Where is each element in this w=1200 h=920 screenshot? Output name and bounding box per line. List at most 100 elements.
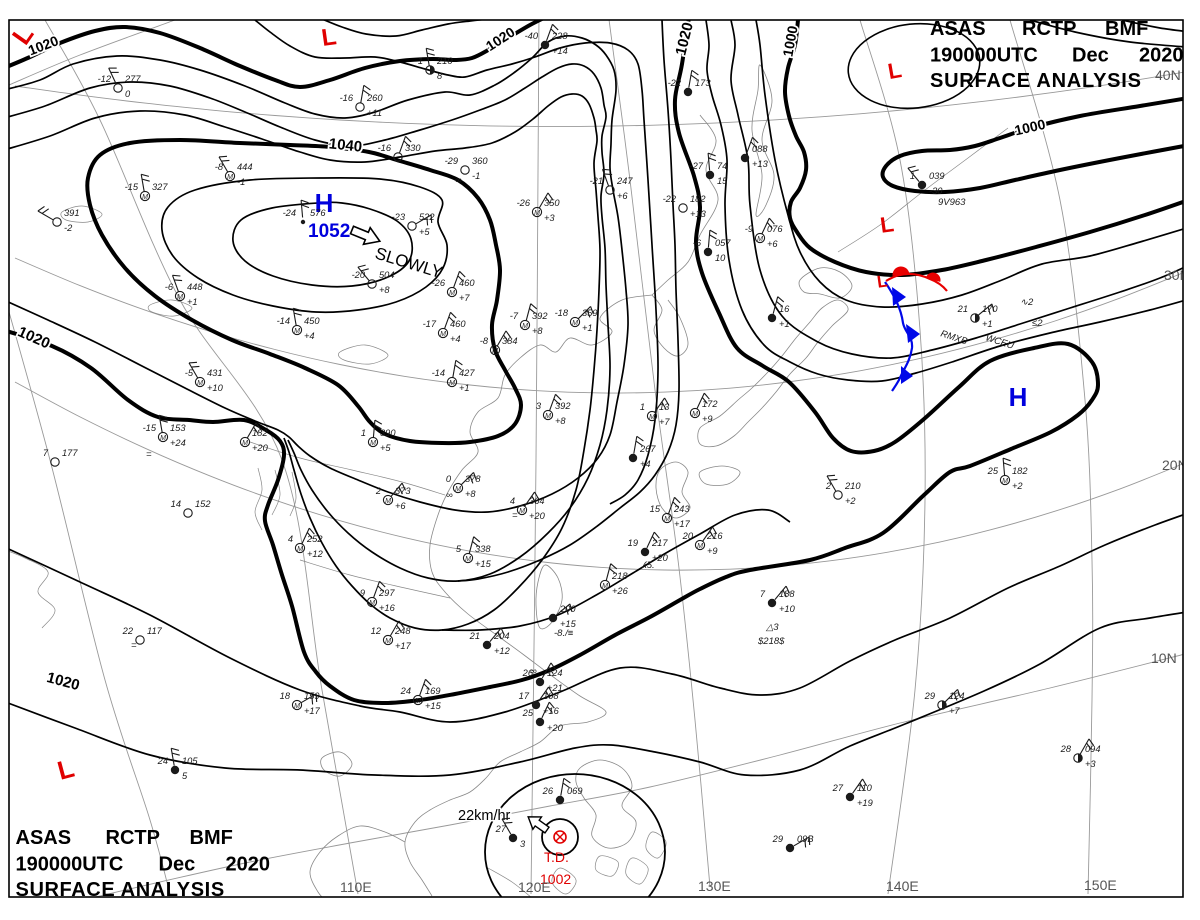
svg-text:-14: -14 (432, 368, 445, 378)
svg-text:12: 12 (371, 626, 382, 636)
svg-text:M: M (385, 498, 391, 505)
svg-text:M: M (449, 290, 455, 297)
svg-text:21: 21 (957, 304, 968, 314)
svg-text:267: 267 (639, 444, 656, 454)
svg-text:4: 4 (510, 496, 515, 506)
svg-text:350: 350 (544, 198, 560, 208)
svg-text:1002: 1002 (540, 871, 571, 887)
svg-text:+2: +2 (1012, 481, 1023, 491)
svg-text:L: L (879, 211, 896, 238)
svg-text:M: M (177, 294, 183, 301)
svg-text:204: 204 (493, 631, 510, 641)
svg-text:26: 26 (522, 668, 534, 678)
svg-text:+21: +21 (547, 683, 563, 693)
svg-text:BMF: BMF (1105, 18, 1148, 40)
svg-text:-20: -20 (352, 270, 366, 280)
svg-text:T.D.: T.D. (544, 849, 569, 865)
svg-text:M: M (545, 413, 551, 420)
svg-text:1: 1 (361, 428, 366, 438)
svg-text:+1: +1 (459, 383, 470, 393)
svg-text:-1: -1 (415, 56, 423, 66)
svg-text:338: 338 (475, 544, 491, 554)
svg-text:460: 460 (459, 278, 475, 288)
svg-text:26: 26 (542, 786, 554, 796)
svg-text:+1: +1 (187, 297, 198, 307)
svg-text:+20: +20 (529, 511, 546, 521)
svg-text:188: 188 (779, 589, 795, 599)
svg-text:15: 15 (717, 176, 728, 186)
svg-text:20: 20 (682, 531, 694, 541)
svg-text:5: 5 (456, 544, 462, 554)
svg-text:330: 330 (405, 143, 421, 153)
svg-text:+5: +5 (380, 443, 391, 453)
svg-text:-40: -40 (525, 31, 539, 41)
svg-text:-7: -7 (510, 311, 519, 321)
svg-text:M: M (664, 516, 670, 523)
svg-text:14: 14 (171, 499, 181, 509)
svg-text:-8./≡: -8./≡ (554, 628, 574, 639)
svg-text:2: 2 (375, 486, 382, 496)
svg-text:088: 088 (752, 144, 768, 154)
svg-text:+7: +7 (459, 293, 470, 303)
svg-text:+20: +20 (652, 553, 669, 563)
svg-text:09B: 09B (797, 834, 814, 844)
svg-text:460: 460 (450, 319, 466, 329)
svg-text:-17: -17 (423, 319, 437, 329)
svg-text:057: 057 (715, 238, 731, 248)
svg-text:+6: +6 (767, 239, 778, 249)
svg-text:25: 25 (987, 466, 999, 476)
svg-text:M: M (415, 698, 421, 705)
svg-text:M: M (602, 583, 608, 590)
svg-text:-1: -1 (237, 177, 245, 187)
svg-text:124: 124 (949, 691, 965, 701)
svg-text:9V963: 9V963 (938, 197, 966, 208)
svg-text:390: 390 (380, 428, 396, 438)
svg-text:-15: -15 (125, 182, 139, 192)
svg-text:243: 243 (673, 504, 690, 514)
svg-text:+11: +11 (367, 108, 382, 118)
svg-text:7: 7 (760, 589, 766, 599)
svg-text:378: 378 (465, 474, 481, 484)
svg-text:-8: -8 (480, 336, 489, 346)
svg-text:248: 248 (394, 626, 411, 636)
svg-text:15: 15 (650, 504, 661, 514)
svg-text:+5: +5 (419, 227, 430, 237)
svg-text:364: 364 (529, 496, 545, 506)
svg-text:74: 74 (717, 161, 727, 171)
svg-text:152: 152 (195, 499, 211, 509)
svg-text:Dec: Dec (1072, 45, 1109, 67)
svg-text:M: M (519, 508, 525, 515)
svg-text:+7: +7 (659, 417, 670, 427)
svg-text:-27: -27 (690, 161, 704, 171)
svg-text:+7: +7 (949, 706, 960, 716)
svg-text:-15: -15 (143, 423, 157, 433)
svg-text:+15: +15 (425, 701, 442, 711)
svg-text:+9: +9 (707, 546, 718, 556)
svg-text:24: 24 (157, 756, 168, 766)
svg-text:=: = (512, 510, 518, 521)
svg-text:-29: -29 (445, 156, 458, 166)
svg-text:M: M (692, 411, 698, 418)
svg-text:18: 18 (280, 691, 291, 701)
svg-text:576: 576 (310, 208, 326, 218)
svg-text:108: 108 (543, 691, 559, 701)
svg-text:2: 2 (825, 481, 832, 491)
svg-text:+9: +9 (702, 414, 713, 424)
svg-text:105: 105 (182, 756, 198, 766)
svg-text:M: M (197, 380, 203, 387)
svg-text:-12: -12 (98, 74, 112, 84)
svg-text:$218$: $218$ (757, 636, 785, 647)
svg-text:+2: +2 (845, 496, 856, 506)
svg-text:+10: +10 (207, 383, 224, 393)
svg-text:+8: +8 (532, 326, 543, 336)
svg-text:-6: -6 (693, 238, 702, 248)
svg-text:3: 3 (536, 401, 542, 411)
svg-text:1: 1 (910, 171, 915, 181)
svg-text:200: 200 (559, 604, 576, 614)
svg-text:+6: +6 (617, 191, 628, 201)
svg-text:+19: +19 (857, 798, 873, 808)
svg-text:130E: 130E (698, 878, 731, 894)
svg-text:+12: +12 (494, 646, 511, 656)
svg-text:0: 0 (125, 89, 131, 99)
svg-text:M: M (522, 323, 528, 330)
